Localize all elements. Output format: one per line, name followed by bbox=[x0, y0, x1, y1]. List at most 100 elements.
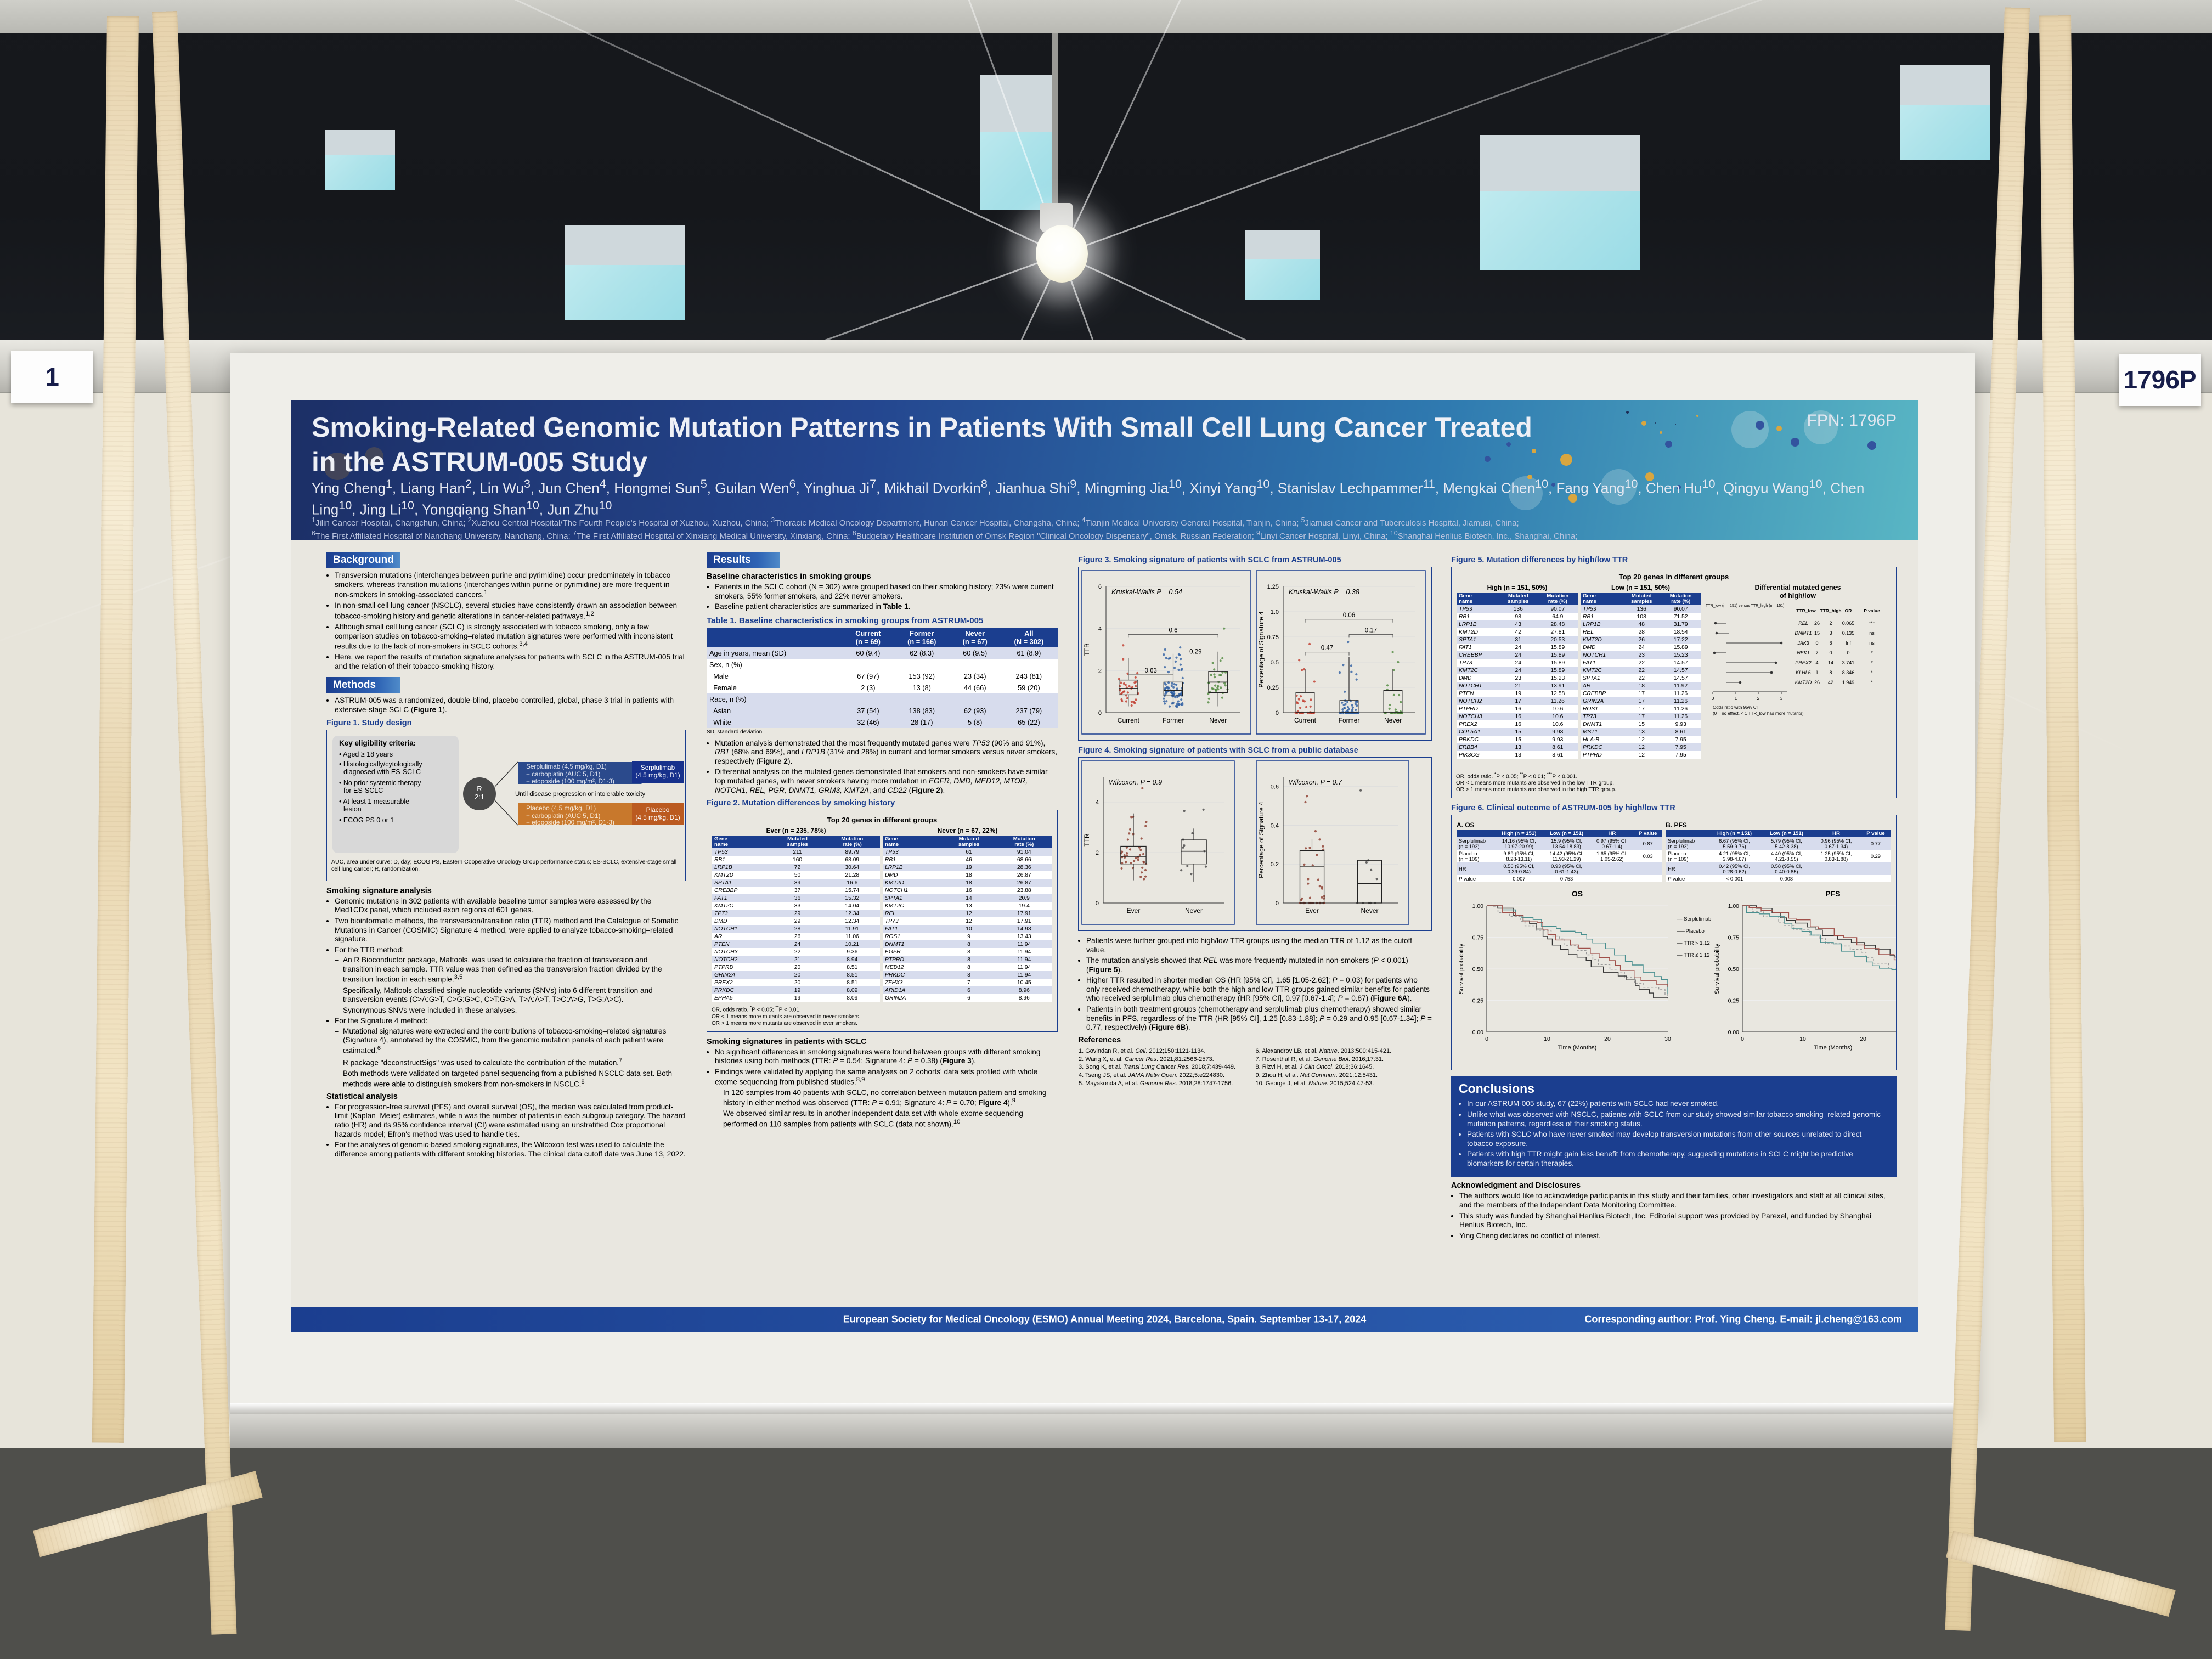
svg-text:0: 0 bbox=[1275, 900, 1278, 907]
svg-text:0.25: 0.25 bbox=[1267, 685, 1278, 691]
svg-text:26: 26 bbox=[1814, 680, 1820, 685]
svg-text:4: 4 bbox=[1815, 660, 1818, 665]
svg-text:NEK1: NEK1 bbox=[1797, 650, 1810, 656]
svg-text:0: 0 bbox=[1829, 650, 1832, 656]
svg-text:1.949: 1.949 bbox=[1842, 680, 1855, 685]
svg-text:0.00: 0.00 bbox=[1472, 1029, 1484, 1036]
svg-text:0.50: 0.50 bbox=[1472, 966, 1484, 973]
svg-text:• Aged ≥ 18 years: • Aged ≥ 18 years bbox=[339, 751, 393, 758]
svg-text:(4.5 mg/kg, D1): (4.5 mg/kg, D1) bbox=[635, 814, 680, 821]
svg-text:0.75: 0.75 bbox=[1728, 935, 1740, 941]
svg-text:Former: Former bbox=[1338, 716, 1359, 724]
svg-text:• ECOG PS 0 or 1: • ECOG PS 0 or 1 bbox=[339, 816, 394, 824]
svg-text:0.5: 0.5 bbox=[1270, 659, 1278, 666]
svg-text:*: * bbox=[1871, 680, 1873, 685]
svg-text:2: 2 bbox=[1757, 696, 1760, 701]
svg-text:+ etoposide (100 mg/m², D1-3): + etoposide (100 mg/m², D1-3) bbox=[526, 819, 614, 826]
svg-text:(4.5 mg/kg, D1): (4.5 mg/kg, D1) bbox=[635, 771, 680, 779]
svg-text:R: R bbox=[477, 785, 482, 793]
svg-text:8: 8 bbox=[1829, 670, 1832, 675]
svg-text:0: 0 bbox=[1485, 1036, 1488, 1042]
svg-text:0.29: 0.29 bbox=[1189, 649, 1201, 656]
svg-text:1.00: 1.00 bbox=[1728, 903, 1740, 910]
svg-text:1.25: 1.25 bbox=[1267, 584, 1278, 590]
svg-text:Odds ratio with 95% CI: Odds ratio with 95% CI bbox=[1713, 705, 1758, 710]
svg-text:15: 15 bbox=[1814, 630, 1820, 636]
svg-text:ns: ns bbox=[1869, 630, 1875, 636]
svg-text:2: 2 bbox=[1096, 850, 1099, 856]
svg-text:0.75: 0.75 bbox=[1472, 935, 1484, 941]
svg-text:TTR_low (n = 151) versus TTR_h: TTR_low (n = 151) versus TTR_high (n = 1… bbox=[1706, 604, 1784, 608]
svg-text:Percentage of Signature 4: Percentage of Signature 4 bbox=[1257, 611, 1265, 688]
svg-text:Never: Never bbox=[1361, 907, 1378, 915]
svg-text:ns: ns bbox=[1869, 640, 1875, 646]
svg-text:Wilcoxon, P = 0.7: Wilcoxon, P = 0.7 bbox=[1289, 778, 1342, 786]
svg-text:REL: REL bbox=[1798, 620, 1808, 626]
svg-text:PFS: PFS bbox=[1826, 889, 1841, 898]
svg-text:0.25: 0.25 bbox=[1472, 998, 1484, 1005]
svg-text:Ever: Ever bbox=[1127, 907, 1141, 915]
svg-text:Kruskal-Wallis P = 0.54: Kruskal-Wallis P = 0.54 bbox=[1111, 588, 1182, 596]
svg-text:Never: Never bbox=[1209, 716, 1227, 724]
svg-text:1.00: 1.00 bbox=[1472, 903, 1484, 910]
svg-text:Never: Never bbox=[1384, 716, 1401, 724]
svg-text:0: 0 bbox=[1712, 696, 1714, 701]
svg-text:+ carboplatin (AUC 5, D1): + carboplatin (AUC 5, D1) bbox=[526, 770, 600, 778]
svg-text:0.00: 0.00 bbox=[1728, 1029, 1740, 1036]
svg-text:PREX2: PREX2 bbox=[1795, 660, 1812, 665]
svg-text:20: 20 bbox=[1860, 1036, 1866, 1042]
svg-text:1: 1 bbox=[1815, 670, 1818, 675]
svg-text:0: 0 bbox=[1096, 900, 1099, 907]
svg-text:0.6: 0.6 bbox=[1270, 784, 1278, 791]
svg-text:0: 0 bbox=[1098, 710, 1102, 716]
svg-text:0.065: 0.065 bbox=[1842, 620, 1855, 626]
svg-text:diagnosed with ES-SCLC: diagnosed with ES-SCLC bbox=[343, 768, 421, 776]
svg-text:10: 10 bbox=[1544, 1036, 1550, 1042]
svg-text:4: 4 bbox=[1098, 626, 1102, 633]
svg-text:Percentage of Signature 4: Percentage of Signature 4 bbox=[1257, 802, 1265, 878]
svg-text:(0 = no effect, < 1 TTR_low ha: (0 = no effect, < 1 TTR_low has more mut… bbox=[1713, 711, 1804, 716]
svg-text:*: * bbox=[1871, 670, 1873, 675]
svg-text:2: 2 bbox=[1829, 620, 1832, 626]
svg-text:42: 42 bbox=[1828, 680, 1833, 685]
svg-text:*: * bbox=[1871, 650, 1873, 656]
svg-text:6: 6 bbox=[1098, 584, 1102, 590]
svg-text:0: 0 bbox=[1741, 1036, 1744, 1042]
svg-text:DNMT1: DNMT1 bbox=[1795, 630, 1812, 636]
svg-text:Kruskal-Wallis P = 0.38: Kruskal-Wallis P = 0.38 bbox=[1289, 588, 1359, 596]
svg-text:0.2: 0.2 bbox=[1270, 861, 1278, 868]
svg-text:0.135: 0.135 bbox=[1842, 630, 1855, 636]
svg-text:Key eligibility criteria:: Key eligibility criteria: bbox=[339, 739, 416, 747]
svg-text:+ etoposide (100 mg/m², D1-3): + etoposide (100 mg/m², D1-3) bbox=[526, 777, 614, 785]
svg-text:0: 0 bbox=[1275, 710, 1278, 716]
svg-text:Placebo: Placebo bbox=[646, 806, 670, 814]
svg-text:Current: Current bbox=[1118, 716, 1140, 724]
svg-text:0.6: 0.6 bbox=[1169, 627, 1178, 634]
svg-text:Never: Never bbox=[1185, 907, 1203, 915]
svg-text:0.4: 0.4 bbox=[1270, 823, 1278, 830]
svg-text:• At least 1 measurable: • At least 1 measurable bbox=[339, 798, 409, 805]
svg-text:3: 3 bbox=[1829, 630, 1832, 636]
svg-text:***: *** bbox=[1869, 620, 1875, 626]
svg-text:0.50: 0.50 bbox=[1728, 966, 1740, 973]
svg-text:P value: P value bbox=[1864, 608, 1880, 613]
svg-text:Serplulimab (4.5 mg/kg, D1): Serplulimab (4.5 mg/kg, D1) bbox=[526, 763, 607, 770]
svg-text:0.06: 0.06 bbox=[1342, 612, 1355, 619]
svg-text:7: 7 bbox=[1815, 650, 1818, 656]
svg-text:Time (Months): Time (Months) bbox=[1558, 1045, 1597, 1051]
svg-text:Survival probability: Survival probability bbox=[1458, 944, 1465, 995]
svg-text:Time (Months): Time (Months) bbox=[1814, 1045, 1853, 1051]
svg-text:0.17: 0.17 bbox=[1364, 627, 1376, 634]
svg-text:0: 0 bbox=[1815, 640, 1818, 646]
svg-text:KLHL6: KLHL6 bbox=[1796, 670, 1811, 675]
svg-text:8.346: 8.346 bbox=[1842, 670, 1855, 675]
svg-text:TTR: TTR bbox=[1083, 643, 1091, 656]
svg-text:0.75: 0.75 bbox=[1267, 634, 1278, 641]
svg-text:for ES-SCLC: for ES-SCLC bbox=[343, 787, 383, 794]
svg-text:Former: Former bbox=[1163, 716, 1184, 724]
svg-text:2: 2 bbox=[1098, 668, 1102, 674]
svg-text:Serplulimab: Serplulimab bbox=[641, 764, 675, 771]
svg-text:• No prior systemic therapy: • No prior systemic therapy bbox=[339, 779, 421, 787]
svg-text:0.63: 0.63 bbox=[1145, 668, 1157, 674]
svg-text:6: 6 bbox=[1829, 640, 1832, 646]
